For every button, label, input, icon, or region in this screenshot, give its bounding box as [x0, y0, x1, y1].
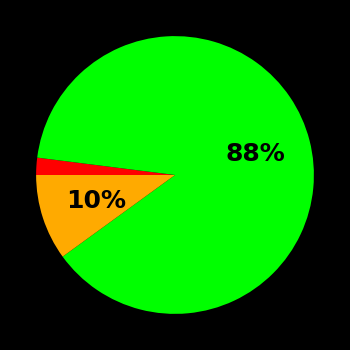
Wedge shape — [37, 36, 314, 314]
Text: 88%: 88% — [226, 142, 286, 166]
Text: 10%: 10% — [66, 189, 126, 213]
Wedge shape — [36, 175, 175, 257]
Wedge shape — [36, 158, 175, 175]
